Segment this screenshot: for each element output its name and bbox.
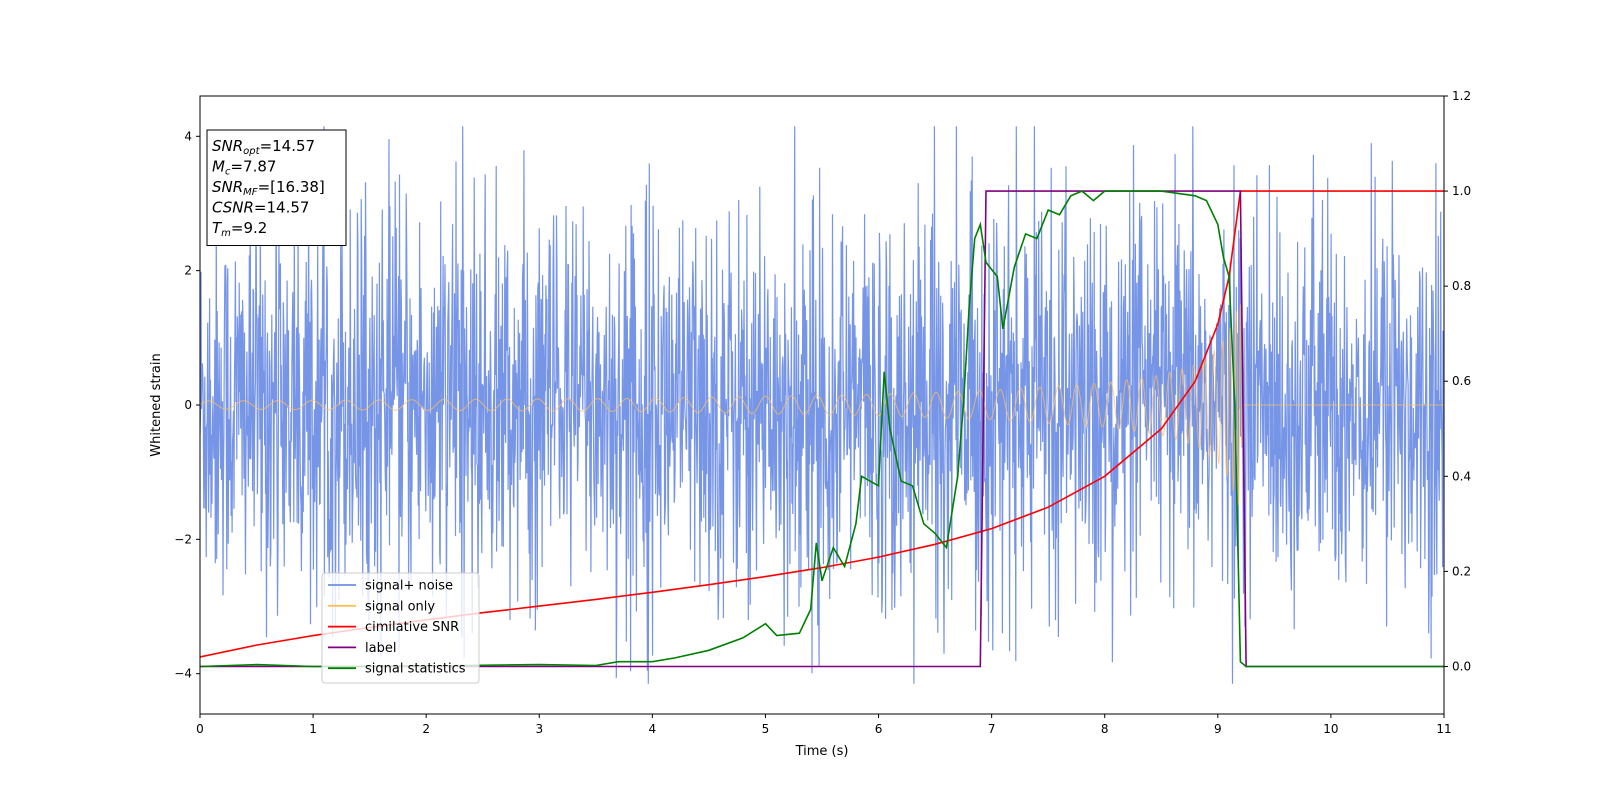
x-tick-label: 2 bbox=[422, 722, 430, 736]
series-line-4 bbox=[200, 190, 1444, 668]
x-tick-label: 11 bbox=[1436, 722, 1451, 736]
legend: signal+ noise signal only cimilative SNR la… bbox=[321, 572, 480, 684]
x-tick-label: 10 bbox=[1323, 722, 1338, 736]
legend-frame bbox=[321, 572, 480, 684]
y2-tick-label: 1.2 bbox=[1452, 89, 1471, 103]
y-tick-label: 4 bbox=[184, 129, 192, 143]
info-line-3: CSNR=14.57 bbox=[212, 199, 309, 217]
info-line-1: Mc=7.87 bbox=[212, 158, 276, 178]
y-tick-label: −4 bbox=[174, 667, 192, 681]
info-line-2: SNRMF=[16.38] bbox=[212, 178, 325, 198]
x-tick-label: 1 bbox=[309, 722, 317, 736]
legend-label-4: signal statistics bbox=[365, 662, 466, 677]
legend-label-1: signal only bbox=[365, 599, 435, 614]
x-tick-label: 4 bbox=[649, 722, 657, 736]
x-tick-label: 9 bbox=[1214, 722, 1222, 736]
info-annotation-box: SNRopt=14.57Mc=7.87SNRMF=[16.38]CSNR=14.… bbox=[206, 129, 347, 246]
legend-label-0: signal+ noise bbox=[365, 579, 453, 594]
y2-tick-label: 0.2 bbox=[1452, 564, 1471, 578]
y2-tick-label: 0.0 bbox=[1452, 659, 1471, 673]
y-axis-left: −4 −2 0 2 4 bbox=[174, 129, 200, 681]
y2-tick-label: 1.0 bbox=[1452, 184, 1471, 198]
info-box-frame bbox=[206, 129, 347, 246]
x-axis-label: Time (s) bbox=[795, 744, 849, 759]
y-axis-right: 0.0 0.2 0.4 0.6 0.8 1.0 1.2 bbox=[1444, 89, 1471, 673]
y2-tick-label: 0.4 bbox=[1452, 469, 1471, 483]
x-tick-label: 6 bbox=[875, 722, 883, 736]
info-line-0: SNRopt=14.57 bbox=[212, 137, 315, 157]
x-axis: 0 1 2 3 4 5 6 7 8 9 10 11 bbox=[196, 714, 1452, 736]
series-line-0 bbox=[200, 126, 1444, 684]
legend-label-2: cimilative SNR bbox=[365, 620, 459, 635]
x-tick-label: 5 bbox=[762, 722, 770, 736]
y2-tick-label: 0.6 bbox=[1452, 374, 1471, 388]
y-tick-label: 2 bbox=[184, 264, 192, 278]
series-line-1 bbox=[200, 303, 1444, 505]
info-line-4: Tm=9.2 bbox=[212, 219, 267, 239]
y-tick-label: 0 bbox=[184, 398, 192, 412]
x-tick-label: 3 bbox=[535, 722, 543, 736]
x-tick-label: 0 bbox=[196, 722, 204, 736]
legend-label-3: label bbox=[365, 641, 396, 656]
x-tick-label: 7 bbox=[988, 722, 996, 736]
y-axis-label: Whitened strain bbox=[149, 353, 164, 456]
y-tick-label: −2 bbox=[174, 532, 192, 546]
x-tick-label: 8 bbox=[1101, 722, 1109, 736]
y2-tick-label: 0.8 bbox=[1452, 279, 1471, 293]
